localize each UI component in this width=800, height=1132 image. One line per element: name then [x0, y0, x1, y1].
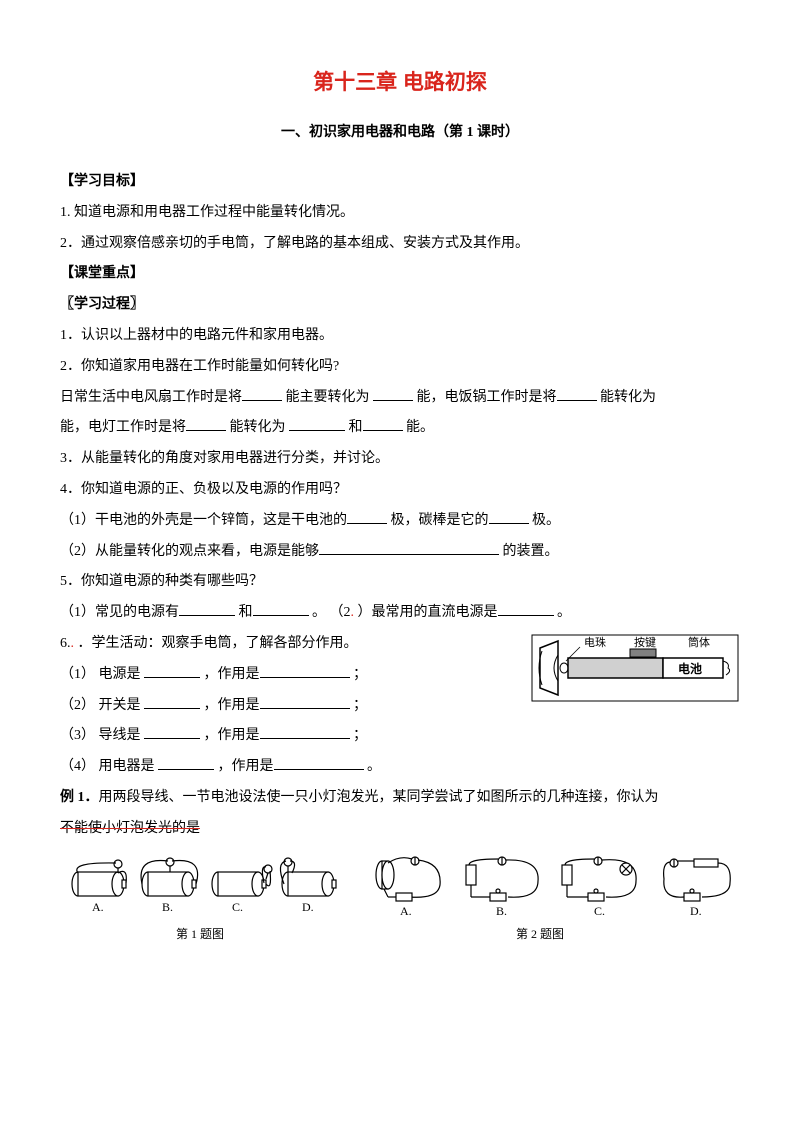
- text: （2）从能量转化的观点来看，电源是能够: [60, 544, 319, 559]
- label-body: 筒体: [688, 635, 710, 649]
- red-dot: .: [71, 636, 75, 651]
- question-2: 2．你知道家用电器在工作时能量如何转化吗?: [60, 352, 740, 383]
- blank: [498, 601, 554, 616]
- text: （1）干电池的外壳是一个锌筒，这是干电池的: [60, 513, 347, 528]
- question-6-3: （3） 导线是 ，作用是 ；: [60, 721, 740, 752]
- blank: [242, 386, 282, 401]
- text: ，作用是: [218, 759, 274, 774]
- text: ，作用是: [204, 667, 260, 682]
- example-1: 例 1．用两段导线、一节电池设法使一只小灯泡发光，某同学尝试了如图所示的几种连接…: [60, 783, 740, 814]
- question-5-1: （1）常见的电源有 和 。 （2. ）最常用的直流电源是 。: [60, 598, 740, 629]
- blank: [144, 663, 200, 678]
- svg-text:C.: C.: [232, 900, 243, 914]
- text: （4） 用电器是: [60, 759, 158, 774]
- question-4: 4．你知道电源的正、负极以及电源的作用吗？: [60, 475, 740, 506]
- blank: [489, 509, 529, 524]
- text: 6.: [60, 636, 71, 651]
- svg-text:A.: A.: [92, 900, 104, 914]
- caption-1: 第 1 题图: [60, 921, 340, 947]
- text: 极，碳棒是它的: [391, 513, 489, 528]
- blank: [289, 416, 345, 431]
- chapter-title: 第十三章 电路初探: [60, 60, 740, 106]
- text: 的装置。: [503, 544, 559, 559]
- label-bulb: 电珠: [584, 635, 606, 649]
- text: ；: [353, 698, 367, 713]
- blank: [144, 724, 200, 739]
- blank: [260, 724, 350, 739]
- goal-item-2: 2．通过观察倍感亲切的手电筒，了解电路的基本组成、安装方式及其作用。: [60, 229, 740, 260]
- question-2-line-b: 能，电灯工作时是将 能转化为 和 能。: [60, 413, 740, 444]
- text: 用两段导线、一节电池设法使一只小灯泡发光，某同学尝试了如图所示的几种连接，你认为: [99, 790, 659, 805]
- text: 日常生活中电风扇工作时是将: [60, 390, 242, 405]
- heading-goal: 【学习目标】: [60, 167, 740, 198]
- text: 。 （2: [312, 605, 351, 620]
- text: ；: [353, 667, 367, 682]
- text: 极。: [532, 513, 560, 528]
- text: 能转化为: [600, 390, 656, 405]
- question-6-4: （4） 用电器是 ，作用是 。: [60, 752, 740, 783]
- text: 能转化为: [230, 420, 290, 435]
- heading-focus: 【课堂重点】: [60, 259, 740, 290]
- question-2-line-a: 日常生活中电风扇工作时是将 能主要转化为 能，电饭锅工作时是将 能转化为: [60, 383, 740, 414]
- text: 和: [239, 605, 253, 620]
- text: （1）常见的电源有: [60, 605, 179, 620]
- figure-captions: 第 1 题图 第 2 题图: [60, 921, 740, 947]
- text: 。: [367, 759, 381, 774]
- blank: [363, 416, 403, 431]
- question-3: 3．从能量转化的角度对家用电器进行分类，并讨论。: [60, 444, 740, 475]
- blank: [557, 386, 597, 401]
- blank: [260, 694, 350, 709]
- text: （3） 导线是: [60, 728, 144, 743]
- svg-text:A.: A.: [400, 904, 412, 918]
- example-label: 例 1．: [60, 790, 99, 805]
- question-1: 1．认识以上器材中的电路元件和家用电器。: [60, 321, 740, 352]
- text: 能。: [406, 420, 434, 435]
- blank: [347, 509, 387, 524]
- svg-text:D.: D.: [690, 904, 702, 918]
- blank: [158, 755, 214, 770]
- blank: [373, 386, 413, 401]
- blank: [274, 755, 364, 770]
- goal-item-1: 1. 知道电源和用电器工作过程中能量转化情况。: [60, 198, 740, 229]
- text: ．学生活动：观察手电筒，了解各部分作用。: [78, 636, 358, 651]
- blank: [186, 416, 226, 431]
- text: 能，电灯工作时是将: [60, 420, 186, 435]
- text: 和: [349, 420, 363, 435]
- blank: [179, 601, 235, 616]
- circuit-figures: A. B. C. D.: [60, 851, 740, 947]
- text: ，作用是: [204, 728, 260, 743]
- text: 能主要转化为: [286, 390, 374, 405]
- svg-text:B.: B.: [162, 900, 173, 914]
- heading-process: 〖学习过程〗: [60, 290, 740, 321]
- red-dot: .: [351, 605, 355, 620]
- question-4-2: （2）从能量转化的观点来看，电源是能够 的装置。: [60, 537, 740, 568]
- struck-text: 不能使小灯泡发光的是: [60, 821, 200, 836]
- text: ，作用是: [204, 698, 260, 713]
- lesson-subtitle: 一、初识家用电器和电路（第 1 课时）: [60, 118, 740, 149]
- blank: [253, 601, 309, 616]
- svg-text:D.: D.: [302, 900, 314, 914]
- text: 能，电饭锅工作时是将: [417, 390, 557, 405]
- question-5: 5．你知道电源的种类有哪些吗？: [60, 567, 740, 598]
- text: ）最常用的直流电源是: [358, 605, 498, 620]
- flashlight-icon: 电珠 按键 筒体 电池: [530, 633, 740, 703]
- text: （2） 开关是: [60, 698, 144, 713]
- caption-2: 第 2 题图: [340, 921, 740, 947]
- svg-text:B.: B.: [496, 904, 507, 918]
- blank: [144, 694, 200, 709]
- text: （1） 电源是: [60, 667, 144, 682]
- text: ；: [353, 728, 367, 743]
- blank: [319, 540, 499, 555]
- label-button: 按键: [634, 635, 656, 649]
- example-1-line2: 不能使小灯泡发光的是: [60, 814, 740, 845]
- question-4-1: （1）干电池的外壳是一个锌筒，这是干电池的 极，碳棒是它的 极。: [60, 506, 740, 537]
- circuit-diagrams-icon: A. B. C. D.: [60, 851, 740, 921]
- text: 。: [557, 605, 571, 620]
- svg-text:C.: C.: [594, 904, 605, 918]
- label-battery: 电池: [678, 661, 702, 676]
- blank: [260, 663, 350, 678]
- flashlight-figure: 电珠 按键 筒体 电池: [530, 633, 740, 716]
